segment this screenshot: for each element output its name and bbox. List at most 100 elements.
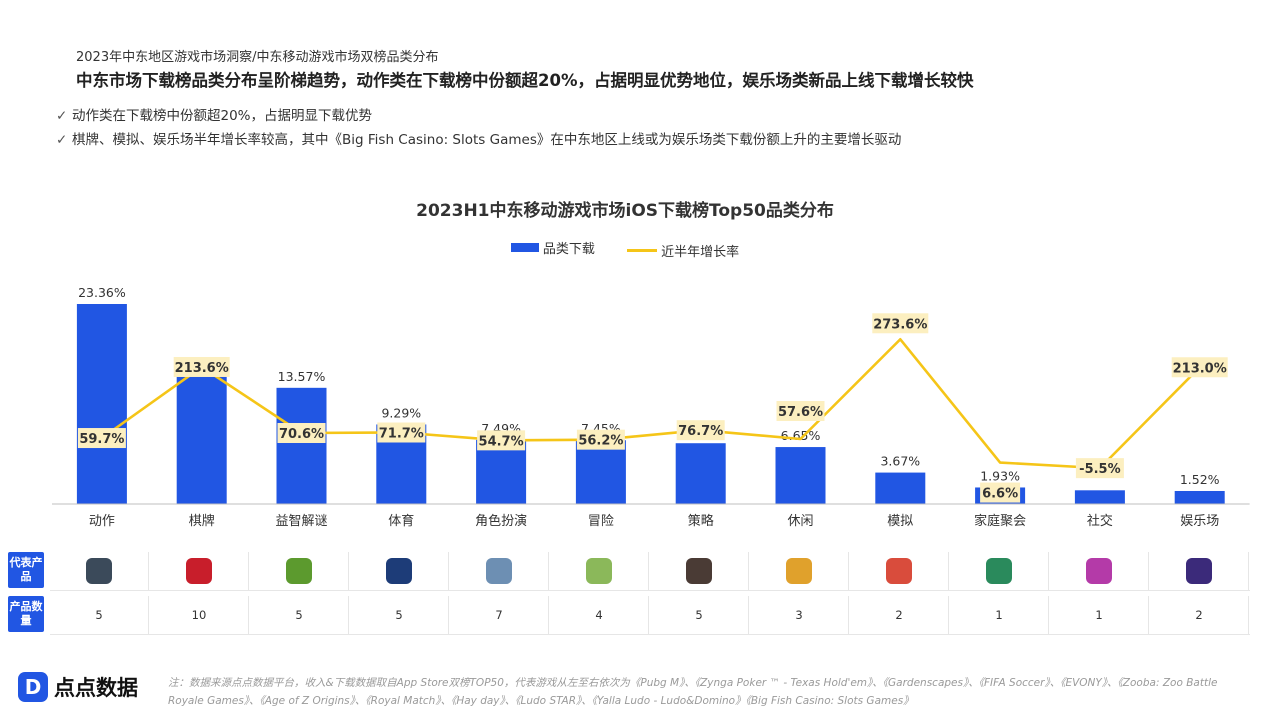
category-label: 策略 [688, 513, 714, 529]
table-cell-count: 10 [150, 596, 249, 634]
bar-1 [176, 367, 227, 504]
table-cell-product [50, 552, 149, 590]
age-of-z-icon [686, 558, 712, 584]
growth-label-box [776, 401, 825, 422]
growth-value-label: 213.6% [175, 361, 229, 376]
category-label: 社交 [1087, 513, 1113, 529]
bullet-text: 棋牌、模拟、娱乐场半年增长率较高，其中《Big Fish Casino: Slo… [72, 132, 902, 148]
brand-logo: D 点点数据 [18, 672, 138, 702]
table-cell-product [350, 552, 449, 590]
row-header-products: 代表产品 [8, 552, 44, 588]
growth-value-label: 71.7% [379, 426, 424, 441]
growth-value-label: 59.7% [79, 432, 124, 447]
table-cell-count: 5 [50, 596, 149, 634]
bar-value-label: 1.93% [980, 468, 1020, 483]
ludo-star-icon [986, 558, 1012, 584]
growth-label-box [576, 429, 625, 450]
growth-label-box [1171, 357, 1228, 378]
table-cell-count: 7 [450, 596, 549, 634]
table-cell-product [450, 552, 549, 590]
table-row-divider [50, 634, 1250, 635]
table-row-divider [50, 590, 1250, 591]
growth-label-box [277, 423, 326, 444]
growth-label-box [77, 428, 126, 449]
royal-match-icon [786, 558, 812, 584]
table-cell-count: 2 [850, 596, 949, 634]
zynga-poker-icon [186, 558, 212, 584]
bar-0 [76, 304, 127, 504]
legend-line-label: 近半年增长率 [661, 245, 740, 260]
bar-5 [575, 440, 626, 504]
growth-value-label: 54.7% [479, 434, 524, 449]
chart-legend: 品类下载 近半年增长率 [0, 238, 1250, 260]
page-headline: 中东市场下载榜品类分布呈阶梯趋势，动作类在下载榜中份额超20%，占据明显优势地位… [76, 71, 974, 90]
growth-label-box [676, 420, 725, 441]
bar-value-label: 23.36% [78, 285, 126, 300]
bullet-item: ✓ 动作类在下载榜中份额超20%，占据明显下载优势 [56, 104, 372, 124]
bar-2 [276, 387, 327, 504]
category-label: 棋牌 [189, 513, 215, 529]
table-cell-product [850, 552, 949, 590]
table-cell-product [150, 552, 249, 590]
bar-value-label: 13.57% [278, 369, 326, 384]
evony-icon [486, 558, 512, 584]
bar-value-label: 6.65% [781, 428, 821, 443]
logo-text: 点点数据 [54, 676, 138, 700]
growth-label-box [377, 422, 426, 443]
table-cell-count: 5 [350, 596, 449, 634]
yalla-ludo-icon [1086, 558, 1112, 584]
table-cell-product [950, 552, 1049, 590]
category-label: 休闲 [787, 514, 813, 529]
category-label: 家庭聚会 [974, 513, 1026, 529]
growth-value-label: 273.6% [873, 317, 927, 332]
bar-4 [476, 439, 527, 504]
growth-value-label: 6.6% [982, 487, 1018, 502]
fifa-soccer-icon [386, 558, 412, 584]
legend-bar-label: 品类下载 [542, 242, 595, 257]
table-cell-count: 3 [750, 596, 849, 634]
growth-value-label: -5.5% [1079, 462, 1120, 477]
growth-label-box [980, 482, 1021, 503]
chart-plot: 23.36%13.57%9.29%7.49%7.45%7.10%6.65%3.6… [52, 285, 1250, 529]
category-label: 益智解谜 [275, 514, 327, 529]
growth-label-box [477, 430, 526, 451]
bar-value-label: 9.29% [381, 405, 421, 420]
growth-value-label: 56.2% [578, 434, 623, 449]
gardenscapes-icon [286, 558, 312, 584]
pubg-mobile-icon [86, 558, 112, 584]
legend-item-bar: 品类下载 [510, 238, 595, 257]
chart-title: 2023H1中东移动游戏市场iOS下载榜Top50品类分布 [416, 201, 834, 221]
category-label: 娱乐场 [1180, 514, 1219, 529]
growth-label-box [872, 313, 929, 334]
growth-label-box [173, 356, 230, 377]
big-fish-casino-icon [1186, 558, 1212, 584]
page-kicker: 2023年中东地区游戏市场洞察/中东移动游戏市场双榜品类分布 [76, 50, 439, 65]
table-cell-product [550, 552, 649, 590]
table-cell-product [1150, 552, 1249, 590]
bar-10 [1074, 490, 1125, 504]
legend-item-line: 近半年增长率 [627, 241, 739, 260]
source-footnote: 注：数据来源点点数据平台，收入&下载数据取自App Store双榜TOP50，代… [168, 677, 1218, 707]
table-cell-count: 2 [1150, 596, 1249, 634]
legend-bar-swatch [510, 243, 539, 252]
growth-value-label: 57.6% [778, 405, 823, 420]
table-cell-product [1050, 552, 1149, 590]
bar-6 [675, 443, 726, 504]
check-icon: ✓ [56, 108, 68, 124]
hay-day-icon [886, 558, 912, 584]
table-cell-count: 5 [250, 596, 349, 634]
table-cell-count: 1 [1050, 596, 1149, 634]
category-label: 角色扮演 [475, 513, 527, 529]
logo-mark-icon: D [18, 672, 48, 702]
bar-value-label: 3.67% [880, 454, 920, 469]
table-cell-count: 1 [950, 596, 1049, 634]
growth-value-label: 213.0% [1173, 361, 1227, 376]
growth-line [101, 337, 1201, 470]
growth-value-label: 70.6% [279, 427, 324, 442]
category-label: 冒险 [588, 514, 614, 529]
table-cell-product [750, 552, 849, 590]
bar-11 [1174, 490, 1225, 504]
category-label: 模拟 [887, 514, 913, 529]
bar-value-label: 1.52% [1180, 472, 1220, 487]
category-label: 体育 [388, 513, 414, 529]
